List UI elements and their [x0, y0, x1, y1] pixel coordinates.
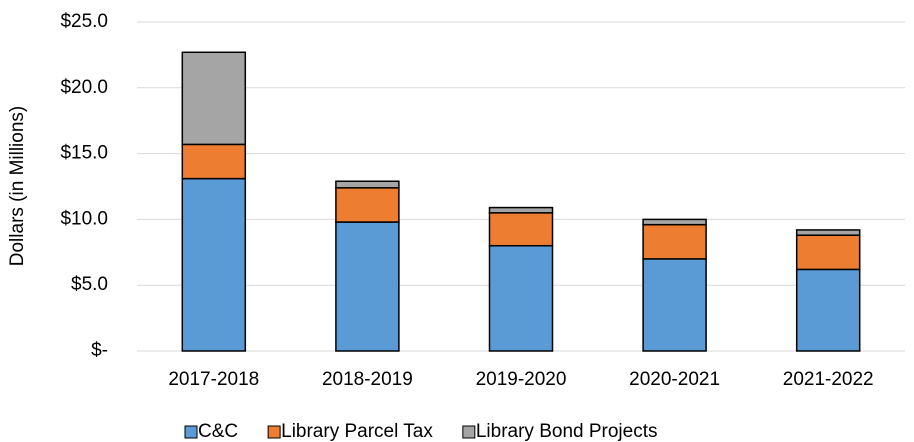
- x-tick-label: 2019-2020: [476, 369, 567, 390]
- legend-swatch: [462, 425, 476, 439]
- legend-label: C&C: [198, 421, 238, 442]
- x-tick-label: 2020-2021: [629, 369, 720, 390]
- legend-swatch: [184, 425, 198, 439]
- bar-segment: [795, 234, 861, 271]
- x-tick-label: 2021-2022: [783, 369, 874, 390]
- bar-segment: [642, 218, 707, 226]
- legend-label: Library Bond Projects: [476, 421, 658, 442]
- legend-swatch: [267, 425, 281, 439]
- bar-segment: [181, 177, 247, 352]
- bar-segment: [642, 223, 707, 260]
- bar-segment: [335, 221, 400, 352]
- bar-segment: [795, 229, 861, 236]
- bar-segment: [488, 212, 554, 247]
- y-tick-label: $25.0: [60, 11, 108, 32]
- x-tick-label: 2017-2018: [168, 369, 259, 390]
- bar-segment: [335, 180, 400, 189]
- bar-segment: [795, 268, 861, 352]
- x-tick-label: 2018-2019: [322, 369, 413, 390]
- y-tick-label: $20.0: [60, 77, 108, 98]
- bar-segment: [488, 244, 554, 352]
- y-tick-label: $5.0: [71, 274, 108, 295]
- y-tick-label: $10.0: [60, 208, 108, 229]
- y-tick-label: $-: [91, 340, 108, 361]
- bar-segment: [181, 51, 247, 146]
- y-tick-label: $15.0: [60, 143, 108, 164]
- legend-label: Library Parcel Tax: [281, 421, 433, 442]
- bar-segment: [642, 258, 707, 352]
- y-axis-label: Dollars (in Millions): [7, 106, 28, 266]
- bar-segment: [488, 206, 554, 214]
- bar-segment: [335, 187, 400, 223]
- bar-segment: [181, 143, 247, 180]
